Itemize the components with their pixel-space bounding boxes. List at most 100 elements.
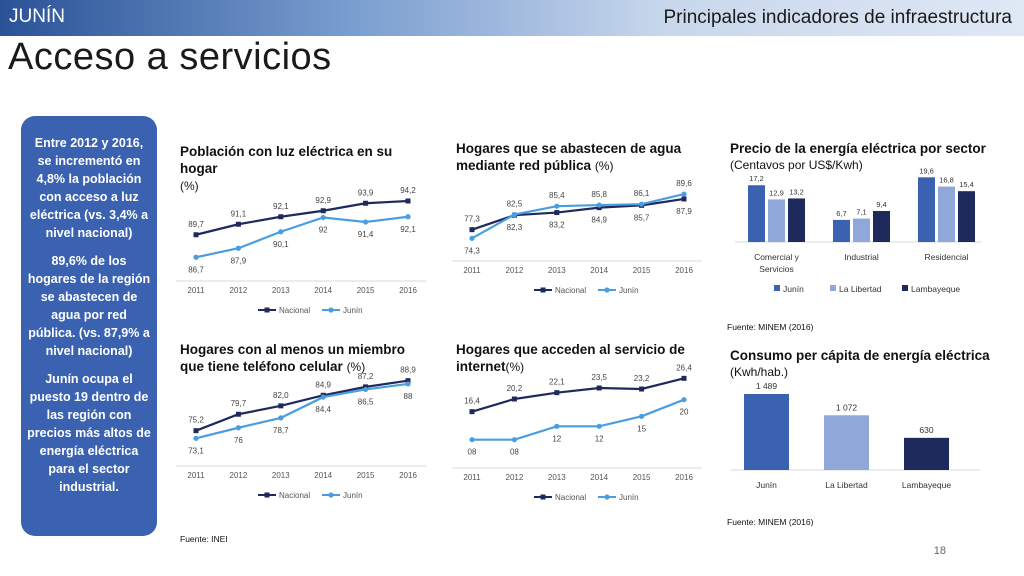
data-label: 82,5 bbox=[507, 200, 523, 209]
category-label: Comercial y bbox=[754, 252, 800, 262]
data-label: 94,2 bbox=[400, 186, 416, 195]
data-label: 83,2 bbox=[549, 221, 565, 230]
data-point bbox=[193, 435, 199, 441]
bar bbox=[904, 437, 949, 470]
data-point bbox=[278, 415, 284, 421]
data-label: 84,9 bbox=[315, 380, 331, 389]
data-label: 86,5 bbox=[358, 397, 374, 406]
chart-unit: (%) bbox=[180, 179, 199, 193]
source-minem: Fuente: MINEM (2016) bbox=[727, 517, 814, 527]
page-title: Acceso a servicios bbox=[8, 36, 332, 78]
data-label: 08 bbox=[510, 448, 519, 457]
data-label: 23,2 bbox=[634, 374, 650, 383]
data-point bbox=[235, 221, 241, 227]
series-line bbox=[472, 398, 685, 441]
x-tick-label: 2016 bbox=[675, 266, 693, 275]
bar bbox=[788, 198, 805, 242]
data-point bbox=[639, 413, 645, 419]
series-line bbox=[195, 382, 409, 440]
data-point bbox=[681, 191, 687, 197]
legend-label: Nacional bbox=[279, 306, 310, 315]
data-point bbox=[681, 196, 687, 202]
data-label: 77,3 bbox=[464, 215, 480, 224]
data-label: 82,0 bbox=[273, 391, 289, 400]
chart-title-celular: Hogares con al menos un miembro que tien… bbox=[180, 341, 430, 376]
data-point bbox=[405, 198, 411, 204]
data-label: 15,4 bbox=[959, 180, 974, 189]
legend-label: Nacional bbox=[555, 493, 586, 502]
data-label: 89,6 bbox=[676, 179, 692, 188]
data-label: 88,9 bbox=[400, 366, 416, 375]
summary-paragraph: Junín ocupa el puesto 19 dentro de las r… bbox=[27, 372, 151, 494]
legend-marker bbox=[604, 494, 610, 500]
data-label: 91,4 bbox=[358, 230, 374, 239]
data-point bbox=[681, 375, 687, 381]
data-label: 92,1 bbox=[273, 202, 289, 211]
data-point bbox=[235, 411, 241, 417]
bar bbox=[768, 199, 785, 242]
data-point bbox=[639, 201, 645, 207]
chart-title-text: Hogares que se abastecen de agua mediant… bbox=[456, 141, 682, 173]
data-label: 82,3 bbox=[507, 223, 523, 232]
data-point bbox=[235, 425, 241, 431]
data-label: 22,1 bbox=[549, 378, 565, 387]
x-tick-label: 2015 bbox=[633, 473, 651, 482]
x-tick-label: 2014 bbox=[314, 286, 332, 295]
data-label: 84,4 bbox=[315, 405, 331, 414]
data-point bbox=[469, 437, 475, 443]
data-label: 79,7 bbox=[231, 399, 247, 408]
summary-box: Entre 2012 y 2016, se incrementó en 4,8%… bbox=[21, 116, 157, 536]
chart-title-text: Población con luz eléctrica en su hogar bbox=[180, 144, 393, 176]
series-line bbox=[195, 199, 409, 236]
x-tick-label: 2014 bbox=[590, 266, 608, 275]
data-label: 88 bbox=[404, 392, 413, 401]
category-label: Residencial bbox=[925, 252, 969, 262]
x-tick-label: 2011 bbox=[187, 471, 205, 480]
page-number: 18 bbox=[933, 545, 946, 557]
data-label: 16,8 bbox=[939, 176, 954, 185]
legend-marker bbox=[328, 307, 334, 313]
legend-swatch bbox=[902, 285, 908, 291]
x-tick-label: 2013 bbox=[272, 286, 290, 295]
chart-internet: 2011 2012 2013 2014 2015 201616,420,222,123,5… bbox=[452, 363, 702, 502]
chart-unit: (%) bbox=[505, 360, 525, 374]
data-label: 08 bbox=[468, 448, 477, 457]
x-tick-label: 2016 bbox=[399, 286, 417, 295]
data-point bbox=[639, 386, 645, 392]
data-point bbox=[554, 210, 560, 216]
data-label: 92 bbox=[319, 226, 328, 235]
data-label: 12 bbox=[595, 434, 604, 443]
data-point bbox=[278, 403, 284, 409]
chart-consumo: 1 489 Junín 1 072 La Libertad 630 Lambayeque bbox=[730, 381, 980, 490]
data-label: 12,9 bbox=[769, 188, 784, 197]
data-label: 20,2 bbox=[507, 384, 523, 393]
series-line bbox=[471, 197, 685, 231]
source-inei: Fuente: INEI bbox=[180, 534, 228, 544]
bar bbox=[824, 415, 869, 470]
x-tick-label: 2015 bbox=[357, 286, 375, 295]
chart-agua: 2011 2012 2013 2014 2015 2016 77,3 82,3 83,2 84,9… bbox=[452, 179, 702, 295]
data-point bbox=[363, 200, 369, 206]
data-point bbox=[320, 214, 326, 221]
data-label: 1 489 bbox=[756, 381, 778, 391]
data-label: 87,9 bbox=[231, 256, 247, 265]
data-label: 86,1 bbox=[634, 189, 650, 198]
x-tick-label: 2016 bbox=[675, 473, 693, 482]
data-point bbox=[596, 202, 602, 208]
data-point bbox=[596, 385, 602, 391]
data-label: 89,7 bbox=[188, 220, 204, 229]
data-point bbox=[596, 205, 602, 211]
data-point bbox=[554, 423, 560, 429]
data-point bbox=[554, 203, 560, 209]
data-point bbox=[193, 232, 199, 238]
data-label: 75,2 bbox=[188, 416, 204, 425]
data-label: 9,4 bbox=[876, 200, 886, 209]
data-label: 1 072 bbox=[836, 402, 858, 412]
data-label: 19,6 bbox=[919, 166, 934, 175]
legend-label: Lambayeque bbox=[911, 284, 960, 294]
data-label: 91,1 bbox=[231, 209, 247, 218]
data-label: 93,9 bbox=[358, 188, 374, 197]
data-label: 17,2 bbox=[749, 174, 764, 183]
bar bbox=[748, 185, 765, 242]
data-label: 23,5 bbox=[591, 373, 607, 382]
